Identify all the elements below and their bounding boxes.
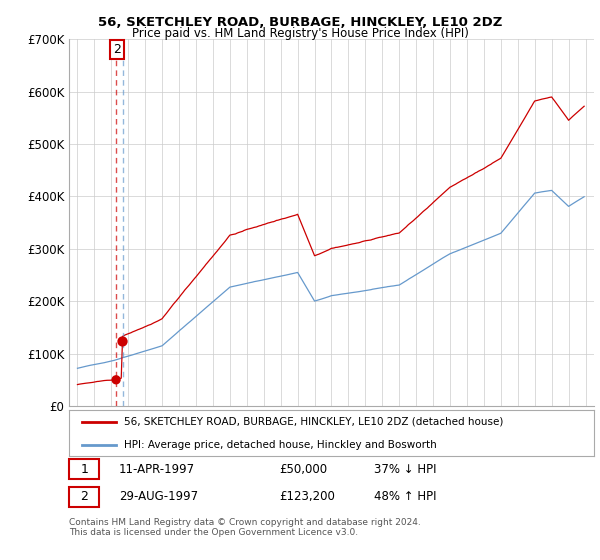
Text: 1: 1	[80, 463, 88, 476]
Point	[111, 375, 121, 384]
Text: 37% ↓ HPI: 37% ↓ HPI	[373, 463, 436, 476]
FancyBboxPatch shape	[69, 487, 100, 507]
Text: 2: 2	[80, 491, 88, 503]
Text: 29-AUG-1997: 29-AUG-1997	[119, 491, 198, 503]
Text: £123,200: £123,200	[279, 491, 335, 503]
Text: Contains HM Land Registry data © Crown copyright and database right 2024.
This d: Contains HM Land Registry data © Crown c…	[69, 518, 421, 538]
Text: 56, SKETCHLEY ROAD, BURBAGE, HINCKLEY, LE10 2DZ (detached house): 56, SKETCHLEY ROAD, BURBAGE, HINCKLEY, L…	[124, 417, 503, 427]
Text: 11-APR-1997: 11-APR-1997	[119, 463, 195, 476]
FancyBboxPatch shape	[69, 459, 100, 479]
Text: Price paid vs. HM Land Registry's House Price Index (HPI): Price paid vs. HM Land Registry's House …	[131, 27, 469, 40]
Text: HPI: Average price, detached house, Hinckley and Bosworth: HPI: Average price, detached house, Hinc…	[124, 440, 437, 450]
Text: £50,000: £50,000	[279, 463, 327, 476]
Text: 48% ↑ HPI: 48% ↑ HPI	[373, 491, 436, 503]
Text: 2: 2	[113, 43, 121, 56]
Point	[118, 337, 127, 346]
Text: 56, SKETCHLEY ROAD, BURBAGE, HINCKLEY, LE10 2DZ: 56, SKETCHLEY ROAD, BURBAGE, HINCKLEY, L…	[98, 16, 502, 29]
